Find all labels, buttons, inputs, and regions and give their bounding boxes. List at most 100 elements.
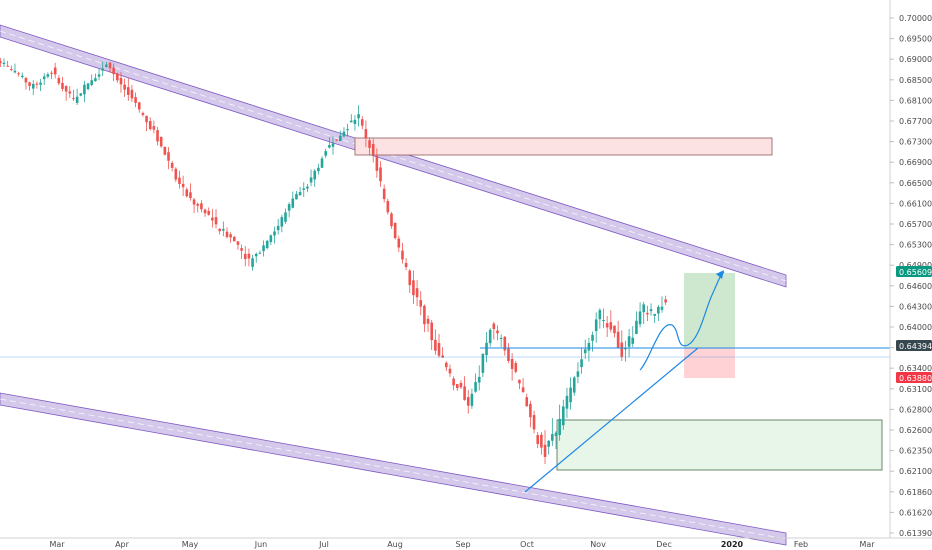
candle-body <box>28 82 31 86</box>
candle-body <box>280 217 284 227</box>
candle-body <box>79 93 83 96</box>
y-tick-label: 0.61620 <box>899 508 932 517</box>
candle-body <box>218 228 221 232</box>
candle-body <box>572 377 576 393</box>
candle-body <box>185 189 189 197</box>
candle-body <box>0 61 2 64</box>
candle-body <box>627 336 631 347</box>
candle-body <box>339 135 342 141</box>
candle-body <box>137 102 141 110</box>
y-tick-label: 0.64300 <box>899 302 932 311</box>
price-badge-stop <box>896 372 932 383</box>
candle-body <box>386 201 390 213</box>
candle-body <box>313 170 317 180</box>
candle-body <box>496 330 499 334</box>
candle-body <box>507 348 510 361</box>
position-stop-box[interactable] <box>684 348 735 378</box>
candle-body <box>466 397 470 406</box>
x-tick-label: Sep <box>455 540 470 549</box>
candle-body <box>514 363 518 372</box>
candle-body <box>152 126 156 130</box>
channel-upper-midline <box>0 30 787 282</box>
candle-body <box>148 120 152 130</box>
candle-body <box>159 137 163 147</box>
position-target-box[interactable] <box>684 273 735 348</box>
candle-body <box>404 262 408 268</box>
candle-body <box>6 65 9 67</box>
x-tick-label: Oct <box>520 540 534 549</box>
candle-body <box>225 231 229 238</box>
y-tick-label: 0.66900 <box>899 158 932 167</box>
candle-body <box>492 323 496 330</box>
candle-body <box>521 387 525 392</box>
candle-body <box>423 305 426 325</box>
candle-body <box>503 336 507 351</box>
candle-body <box>353 119 357 125</box>
candle-body <box>382 188 386 200</box>
candle-body <box>156 130 159 142</box>
candle-body <box>145 115 148 123</box>
candle-body <box>349 120 353 123</box>
x-tick-label: Apr <box>115 540 130 549</box>
candle-body <box>543 444 547 457</box>
candlestick-series <box>0 57 667 465</box>
y-tick-label: 0.61860 <box>899 488 932 497</box>
candle-body <box>569 387 572 403</box>
candle-body <box>68 91 72 94</box>
candle-body <box>598 310 602 320</box>
candle-body <box>269 235 273 243</box>
x-tick-label: May <box>182 540 199 549</box>
resistance-zone[interactable] <box>354 137 773 156</box>
candle-body <box>368 140 371 148</box>
price-badges: 0.65609 0.64394 0.63880 <box>896 266 932 383</box>
candle-body <box>649 309 653 312</box>
candle-body <box>108 62 112 69</box>
candle-body <box>83 84 86 95</box>
candle-body <box>419 300 423 307</box>
ascending-trendline[interactable] <box>524 347 699 493</box>
candle-body <box>609 322 613 330</box>
candle-body <box>298 191 302 196</box>
candle-body <box>371 143 375 156</box>
candle-body <box>540 434 543 448</box>
candle-body <box>536 435 540 444</box>
candle-body <box>254 253 258 257</box>
y-tick-label: 0.61390 <box>899 529 932 538</box>
candle-body <box>583 349 587 354</box>
price-badge-label: 0.64394 <box>899 342 932 351</box>
descending-channel-lower[interactable] <box>0 392 787 546</box>
candle-body <box>646 312 649 315</box>
candle-body <box>39 82 42 85</box>
candle-body <box>397 238 401 248</box>
candle-body <box>335 139 338 141</box>
candle-body <box>240 248 243 251</box>
y-tick-label: 0.64600 <box>899 282 932 291</box>
candle-body <box>660 306 664 310</box>
candle-body <box>455 384 459 389</box>
x-tick-label: Dec <box>656 540 671 549</box>
candle-body <box>123 84 126 90</box>
y-axis[interactable]: 0.70000 0.69500 0.69000 0.68500 0.68100 0.677… <box>890 14 932 538</box>
candle-body <box>477 376 481 383</box>
candle-body <box>262 245 265 252</box>
candle-body <box>481 353 485 373</box>
candle-body <box>594 319 598 332</box>
descending-channel-upper[interactable] <box>0 24 787 288</box>
x-axis[interactable]: Mar Apr May Jun Jul Aug Sep Oct Nov Dec 2020 Feb Mar <box>49 540 875 549</box>
candle-body <box>452 378 455 386</box>
x-tick-label: 2020 <box>721 540 744 549</box>
support-zone[interactable] <box>556 419 883 471</box>
x-tick-label: Feb <box>794 540 808 549</box>
candle-body <box>485 342 488 356</box>
projected-path[interactable] <box>639 271 725 371</box>
y-tick-label: 0.66100 <box>899 199 932 208</box>
x-tick-label: Mar <box>859 540 875 549</box>
candle-body <box>112 67 115 75</box>
y-tick-label: 0.64900 <box>899 261 932 270</box>
candle-body <box>211 217 214 221</box>
candle-body <box>635 320 638 334</box>
candle-body <box>613 325 616 334</box>
candle-body <box>602 320 605 322</box>
candle-body <box>558 418 561 436</box>
